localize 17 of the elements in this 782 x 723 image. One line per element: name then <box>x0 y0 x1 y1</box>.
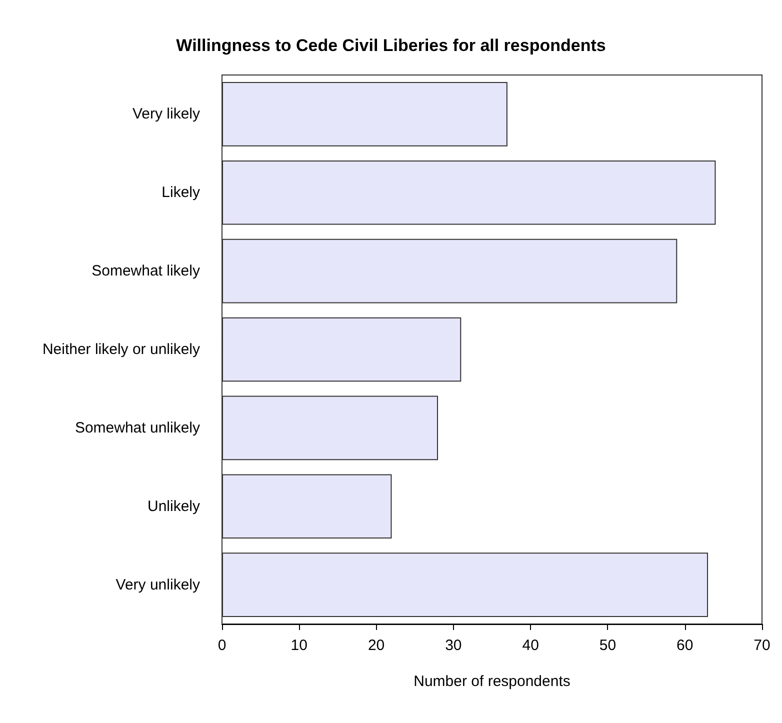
x-tick-label: 30 <box>445 637 462 654</box>
y-tick-label: Very likely <box>132 106 200 123</box>
y-tick-label: Very unlikely <box>116 576 200 594</box>
x-tick-label: 20 <box>368 637 385 654</box>
x-tick-label: 70 <box>754 637 770 654</box>
x-tick-label: 60 <box>676 637 694 654</box>
x-tick-label: 50 <box>599 637 616 654</box>
x-tick-label: 40 <box>522 637 539 654</box>
y-tick-label: Somewhat likely <box>92 262 200 280</box>
y-tick-label: Somewhat unlikely <box>74 419 200 436</box>
x-tick-label: 10 <box>290 637 308 654</box>
y-tick-label: Unlikely <box>147 498 200 515</box>
y-tick-label: Likely <box>162 184 200 202</box>
y-tick-label: Neither likely or unlikely <box>42 341 200 358</box>
x-axis-title: Number of respondents <box>414 673 570 690</box>
chart-title: Willingness to Cede Civil Liberies for all respondents <box>176 36 606 55</box>
x-tick-label: 0 <box>218 637 226 654</box>
